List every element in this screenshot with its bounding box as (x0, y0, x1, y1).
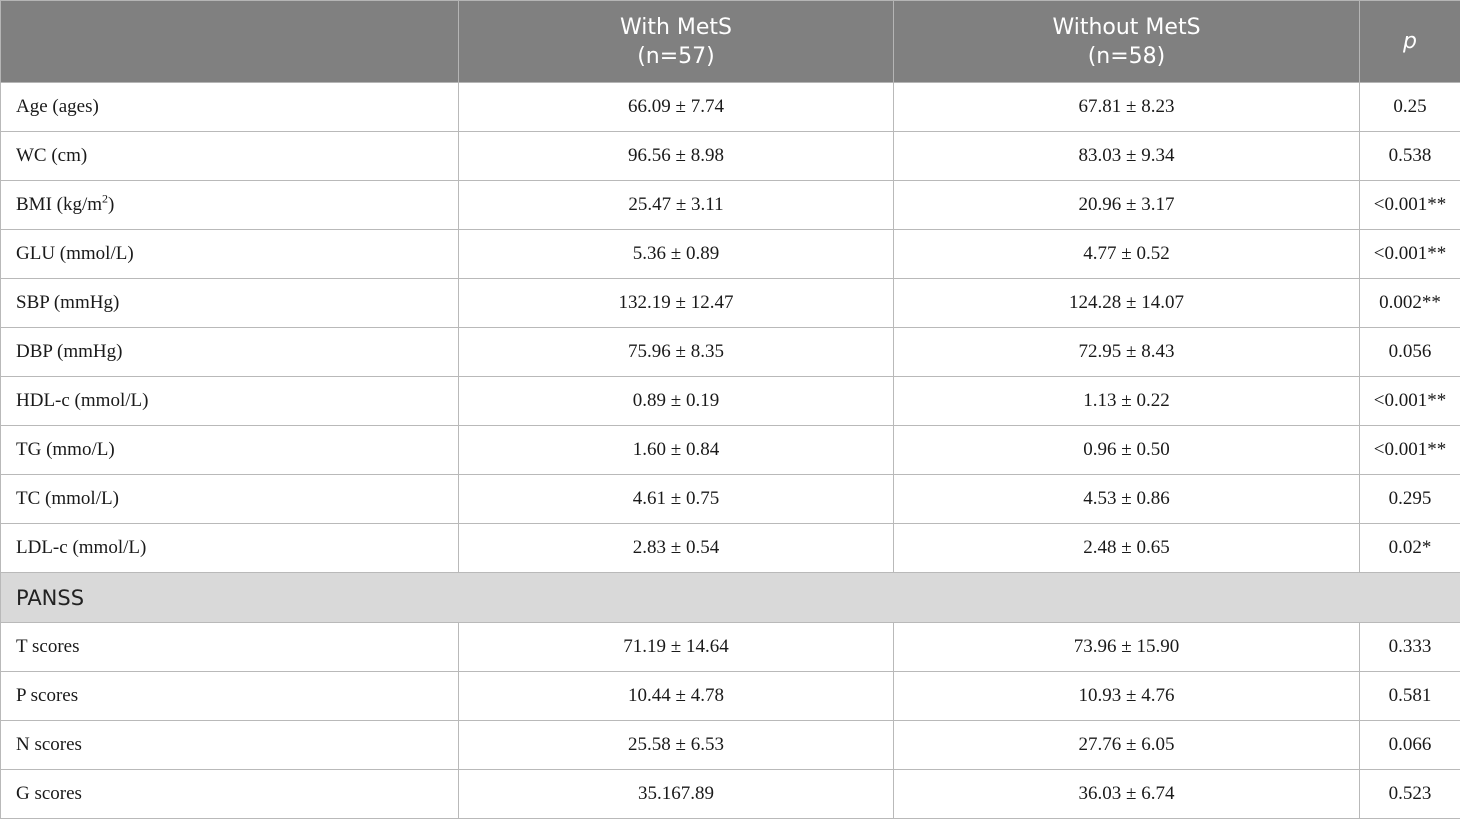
table-row: DBP (mmHg) 75.96 ± 8.35 72.95 ± 8.43 0.0… (1, 328, 1460, 377)
header-without-mets-title: Without MetS (900, 13, 1353, 42)
with-mets-value: 71.19 ± 14.64 (459, 623, 894, 672)
table-row: G scores 35.167.89 36.03 ± 6.74 0.523 (1, 770, 1460, 819)
p-value: <0.001** (1360, 230, 1460, 279)
table-body: Age (ages) 66.09 ± 7.74 67.81 ± 8.23 0.2… (1, 83, 1460, 819)
section-header-row: PANSS (1, 573, 1460, 623)
without-mets-value: 2.48 ± 0.65 (894, 524, 1360, 573)
p-value: 0.056 (1360, 328, 1460, 377)
p-value: <0.001** (1360, 426, 1460, 475)
with-mets-value: 5.36 ± 0.89 (459, 230, 894, 279)
with-mets-value: 75.96 ± 8.35 (459, 328, 894, 377)
table-row: LDL-c (mmol/L) 2.83 ± 0.54 2.48 ± 0.65 0… (1, 524, 1460, 573)
with-mets-value: 132.19 ± 12.47 (459, 279, 894, 328)
table-row: WC (cm) 96.56 ± 8.98 83.03 ± 9.34 0.538 (1, 132, 1460, 181)
with-mets-value: 10.44 ± 4.78 (459, 672, 894, 721)
row-label: LDL-c (mmol/L) (1, 524, 459, 573)
without-mets-value: 1.13 ± 0.22 (894, 377, 1360, 426)
row-label: P scores (1, 672, 459, 721)
without-mets-value: 124.28 ± 14.07 (894, 279, 1360, 328)
table-row: GLU (mmol/L) 5.36 ± 0.89 4.77 ± 0.52 <0.… (1, 230, 1460, 279)
row-label-suffix: ) (108, 194, 114, 215)
with-mets-value: 0.89 ± 0.19 (459, 377, 894, 426)
p-value: 0.066 (1360, 721, 1460, 770)
table-row: TG (mmo/L) 1.60 ± 0.84 0.96 ± 0.50 <0.00… (1, 426, 1460, 475)
header-with-mets-count: (n=57) (465, 42, 887, 71)
p-value: <0.001** (1360, 377, 1460, 426)
p-value: 0.25 (1360, 83, 1460, 132)
p-value: 0.02* (1360, 524, 1460, 573)
table-header: With MetS (n=57) Without MetS (n=58) p (1, 1, 1460, 83)
section-header-panss: PANSS (1, 573, 1460, 623)
without-mets-value: 72.95 ± 8.43 (894, 328, 1360, 377)
with-mets-value: 66.09 ± 7.74 (459, 83, 894, 132)
table-row: TC (mmol/L) 4.61 ± 0.75 4.53 ± 0.86 0.29… (1, 475, 1460, 524)
with-mets-value: 4.61 ± 0.75 (459, 475, 894, 524)
row-label: GLU (mmol/L) (1, 230, 459, 279)
p-value: 0.581 (1360, 672, 1460, 721)
row-label: TG (mmo/L) (1, 426, 459, 475)
with-mets-value: 25.47 ± 3.11 (459, 181, 894, 230)
header-without-mets-count: (n=58) (900, 42, 1353, 71)
row-label-text: BMI (kg/m (16, 194, 102, 215)
with-mets-value: 1.60 ± 0.84 (459, 426, 894, 475)
p-value: 0.538 (1360, 132, 1460, 181)
row-label: SBP (mmHg) (1, 279, 459, 328)
without-mets-value: 27.76 ± 6.05 (894, 721, 1360, 770)
table-row: N scores 25.58 ± 6.53 27.76 ± 6.05 0.066 (1, 721, 1460, 770)
without-mets-value: 20.96 ± 3.17 (894, 181, 1360, 230)
table-row: BMI (kg/m2) 25.47 ± 3.11 20.96 ± 3.17 <0… (1, 181, 1460, 230)
without-mets-value: 73.96 ± 15.90 (894, 623, 1360, 672)
table-row: T scores 71.19 ± 14.64 73.96 ± 15.90 0.3… (1, 623, 1460, 672)
without-mets-value: 4.53 ± 0.86 (894, 475, 1360, 524)
header-row: With MetS (n=57) Without MetS (n=58) p (1, 1, 1460, 83)
row-label: DBP (mmHg) (1, 328, 459, 377)
table-row: P scores 10.44 ± 4.78 10.93 ± 4.76 0.581 (1, 672, 1460, 721)
row-label: BMI (kg/m2) (1, 181, 459, 230)
row-label: Age (ages) (1, 83, 459, 132)
p-value: 0.523 (1360, 770, 1460, 819)
p-value: 0.002** (1360, 279, 1460, 328)
row-label: WC (cm) (1, 132, 459, 181)
without-mets-value: 0.96 ± 0.50 (894, 426, 1360, 475)
with-mets-value: 35.167.89 (459, 770, 894, 819)
p-value: 0.333 (1360, 623, 1460, 672)
table-row: HDL-c (mmol/L) 0.89 ± 0.19 1.13 ± 0.22 <… (1, 377, 1460, 426)
row-label: G scores (1, 770, 459, 819)
table-row: Age (ages) 66.09 ± 7.74 67.81 ± 8.23 0.2… (1, 83, 1460, 132)
table-row: SBP (mmHg) 132.19 ± 12.47 124.28 ± 14.07… (1, 279, 1460, 328)
header-with-mets-title: With MetS (465, 13, 887, 42)
with-mets-value: 96.56 ± 8.98 (459, 132, 894, 181)
p-value: <0.001** (1360, 181, 1460, 230)
without-mets-value: 83.03 ± 9.34 (894, 132, 1360, 181)
header-cell-label (1, 1, 459, 83)
with-mets-value: 25.58 ± 6.53 (459, 721, 894, 770)
row-label: N scores (1, 721, 459, 770)
header-cell-with-mets: With MetS (n=57) (459, 1, 894, 83)
with-mets-value: 2.83 ± 0.54 (459, 524, 894, 573)
header-cell-p-value: p (1360, 1, 1460, 83)
without-mets-value: 67.81 ± 8.23 (894, 83, 1360, 132)
row-label: HDL-c (mmol/L) (1, 377, 459, 426)
without-mets-value: 10.93 ± 4.76 (894, 672, 1360, 721)
without-mets-value: 4.77 ± 0.52 (894, 230, 1360, 279)
without-mets-value: 36.03 ± 6.74 (894, 770, 1360, 819)
header-cell-without-mets: Without MetS (n=58) (894, 1, 1360, 83)
p-value: 0.295 (1360, 475, 1460, 524)
row-label: TC (mmol/L) (1, 475, 459, 524)
row-label: T scores (1, 623, 459, 672)
